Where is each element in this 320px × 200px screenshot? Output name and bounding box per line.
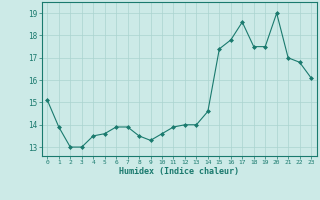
X-axis label: Humidex (Indice chaleur): Humidex (Indice chaleur) — [119, 167, 239, 176]
